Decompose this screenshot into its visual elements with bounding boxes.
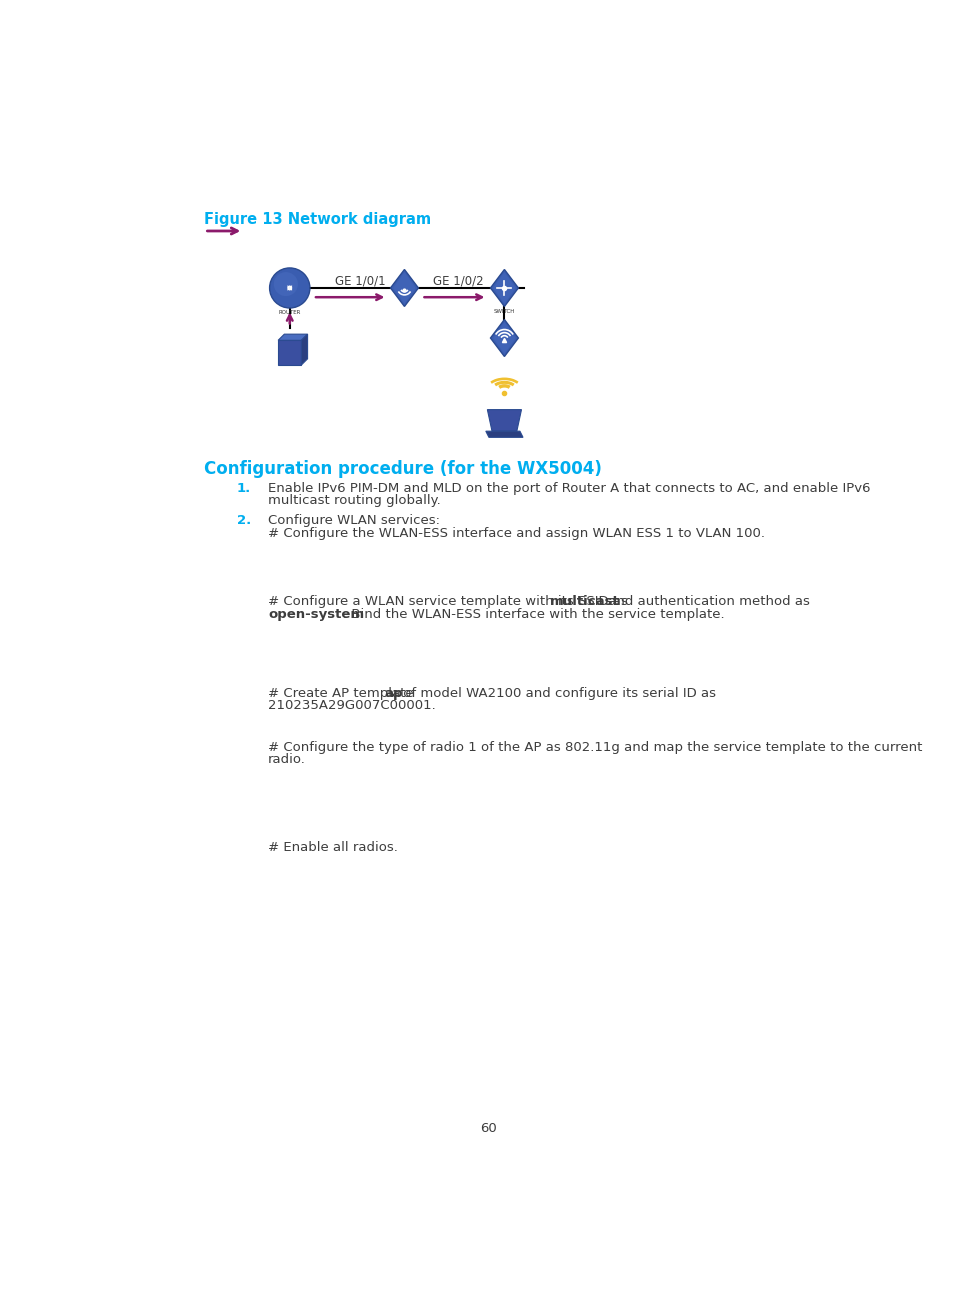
Text: # Configure the type of radio 1 of the AP as 802.11g and map the service templat: # Configure the type of radio 1 of the A… (268, 741, 922, 754)
Polygon shape (390, 270, 418, 306)
Text: of model WA2100 and configure its serial ID as: of model WA2100 and configure its serial… (398, 687, 715, 700)
Polygon shape (490, 270, 517, 306)
Text: and authentication method as: and authentication method as (603, 595, 809, 608)
Polygon shape (490, 320, 517, 356)
Text: # Create AP template: # Create AP template (268, 687, 417, 700)
Polygon shape (493, 323, 515, 354)
Polygon shape (487, 410, 521, 432)
Text: # Configure the WLAN-ESS interface and assign WLAN ESS 1 to VLAN 100.: # Configure the WLAN-ESS interface and a… (268, 527, 764, 540)
Text: . Bind the WLAN-ESS interface with the service template.: . Bind the WLAN-ESS interface with the s… (342, 608, 723, 621)
Text: Configure WLAN services:: Configure WLAN services: (268, 513, 439, 526)
Circle shape (270, 268, 310, 308)
Text: GE 1/0/2: GE 1/0/2 (433, 275, 483, 288)
Text: 2.: 2. (236, 513, 251, 526)
Text: Configuration procedure (for the WX5004): Configuration procedure (for the WX5004) (204, 460, 601, 478)
Text: multicast routing globally.: multicast routing globally. (268, 494, 440, 507)
Circle shape (274, 272, 297, 295)
Text: Figure 13 Network diagram: Figure 13 Network diagram (204, 211, 431, 227)
Text: 60: 60 (480, 1122, 497, 1135)
Text: ROUTER: ROUTER (278, 310, 300, 315)
Polygon shape (301, 334, 307, 365)
Text: ap: ap (384, 687, 402, 700)
Text: GE 1/0/1: GE 1/0/1 (335, 275, 385, 288)
Text: 210235A29G007C00001.: 210235A29G007C00001. (268, 699, 436, 712)
Text: multicast: multicast (550, 595, 619, 608)
Polygon shape (493, 272, 515, 303)
Text: # Configure a WLAN service template with its SSID as: # Configure a WLAN service template with… (268, 595, 632, 608)
Polygon shape (278, 341, 301, 365)
Text: Enable IPv6 PIM-DM and MLD on the port of Router A that connects to AC, and enab: Enable IPv6 PIM-DM and MLD on the port o… (268, 482, 870, 495)
Text: # Enable all radios.: # Enable all radios. (268, 841, 397, 854)
Polygon shape (485, 432, 522, 437)
Text: radio.: radio. (268, 753, 306, 766)
Text: open-system: open-system (268, 608, 364, 621)
Text: SWITCH: SWITCH (494, 308, 515, 314)
Text: 1.: 1. (236, 482, 251, 495)
Polygon shape (278, 334, 307, 341)
Polygon shape (393, 272, 416, 303)
